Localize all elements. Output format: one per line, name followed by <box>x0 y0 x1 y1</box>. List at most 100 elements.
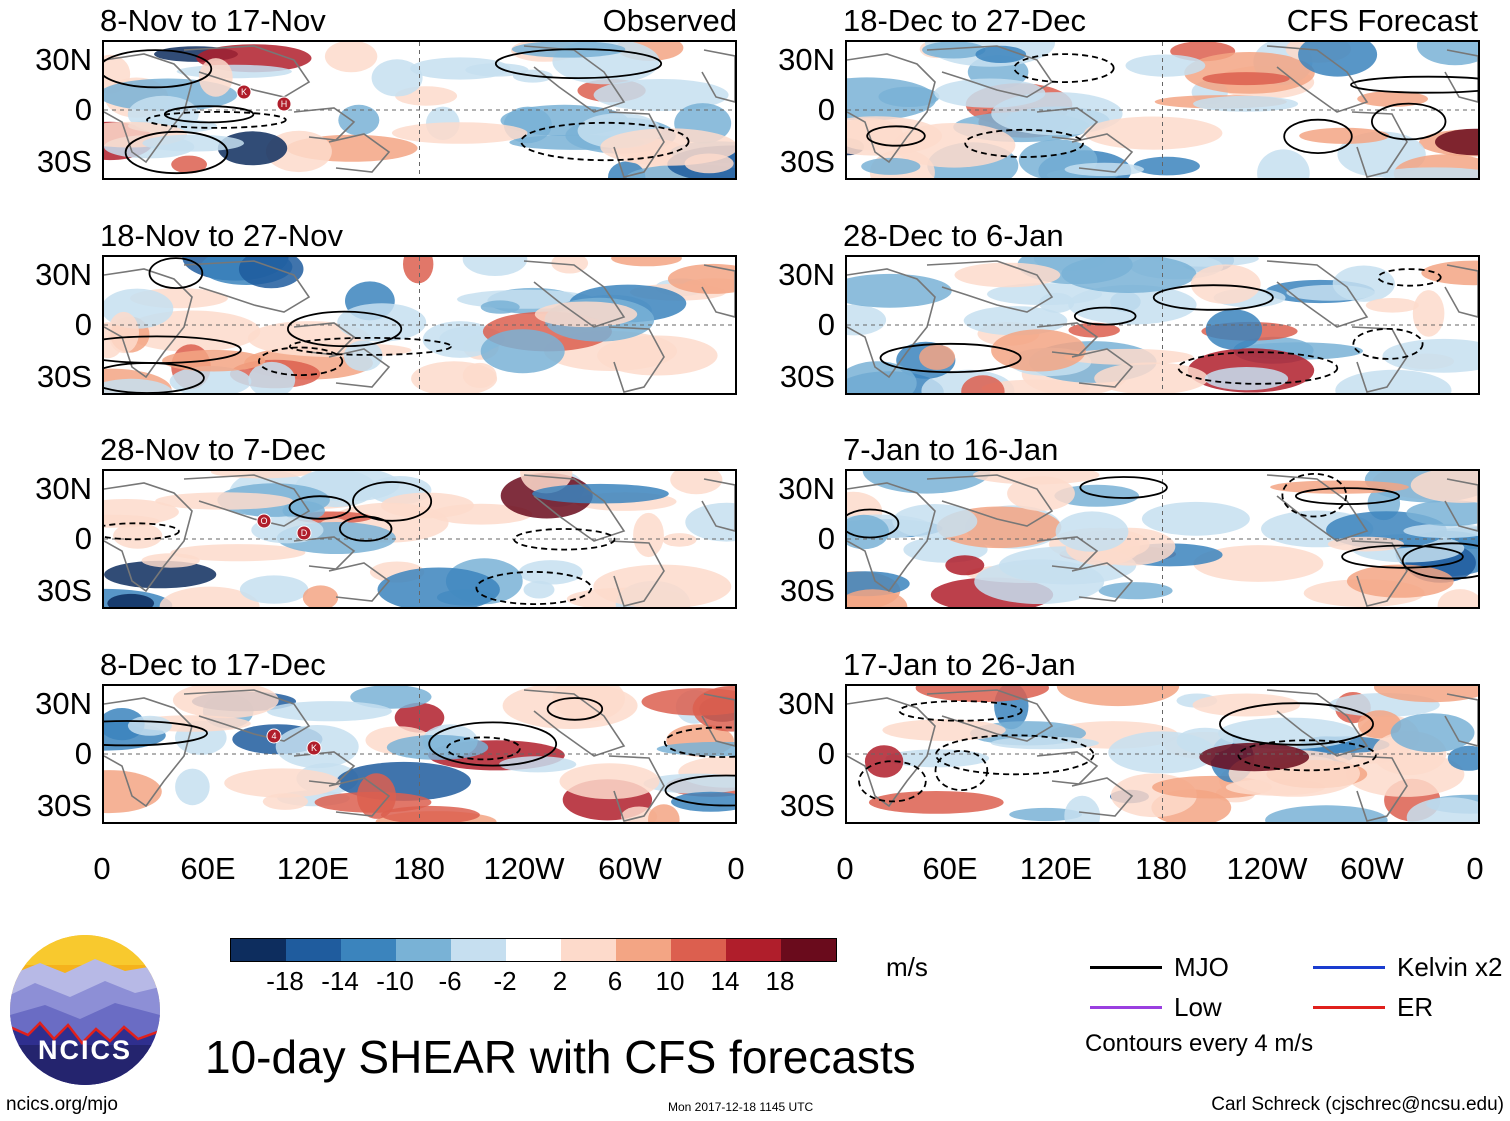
coastline <box>847 482 936 593</box>
shear-blob <box>171 155 207 174</box>
shear-blob <box>1299 127 1390 144</box>
shear-blob <box>314 791 432 813</box>
shear-blob <box>861 157 921 175</box>
coastline <box>523 474 626 542</box>
shear-blob <box>337 303 427 342</box>
lat-label: 0 <box>74 521 92 556</box>
shear-blob <box>648 804 680 822</box>
coastline <box>183 260 311 313</box>
mjo-contour <box>1401 542 1478 580</box>
lat-label: 0 <box>817 521 835 556</box>
coastline <box>328 777 391 817</box>
colorbar-swatch <box>396 939 451 961</box>
mjo-contour <box>847 508 900 539</box>
shear-blob <box>559 763 660 800</box>
storm-marker: K <box>306 740 322 756</box>
coastline <box>183 45 311 98</box>
shear-blob <box>127 715 172 736</box>
lat-label: 30S <box>779 144 835 179</box>
mjo-contour <box>1294 487 1400 506</box>
lat-label: 30N <box>778 471 835 506</box>
shear-blob <box>480 300 520 314</box>
lon-label: 60E <box>180 851 236 886</box>
shear-blob <box>847 589 908 607</box>
footer-url[interactable]: ncics.org/mjo <box>6 1094 118 1115</box>
kelvin-line-icon <box>1313 966 1385 969</box>
coastline <box>1444 478 1478 532</box>
mjo-contour <box>664 774 735 807</box>
units-label: m/s <box>886 952 928 982</box>
mjo-line-icon <box>1090 966 1162 969</box>
shear-blob <box>1098 582 1173 600</box>
coastline <box>847 53 936 164</box>
lat-label: 30S <box>36 144 92 179</box>
coastline <box>1036 322 1099 356</box>
lat-label: 30N <box>778 257 835 292</box>
lon-label: 180 <box>393 851 445 886</box>
shear-blob <box>954 262 1061 288</box>
coastline <box>926 45 1054 98</box>
shear-blob <box>380 492 474 519</box>
shear-blob <box>499 756 577 773</box>
coastline <box>1444 264 1478 318</box>
mjo-contour <box>858 760 927 803</box>
legend-label: Kelvin x2 <box>1397 952 1503 982</box>
shear-blob <box>1410 471 1478 503</box>
shear-blob <box>1406 797 1478 822</box>
lon-label: 120E <box>276 851 350 886</box>
shear-blob <box>1125 54 1206 77</box>
colorbar-label: 18 <box>765 966 795 996</box>
coastline <box>1071 777 1134 817</box>
svg-text:4: 4 <box>271 731 276 741</box>
lon-label: 120E <box>1019 851 1093 886</box>
shear-blob <box>656 741 735 757</box>
mjo-contour <box>1218 702 1374 746</box>
shear-blob <box>107 593 155 607</box>
mjo-contour <box>104 522 180 541</box>
coastline <box>701 49 735 103</box>
mjo-contour <box>1281 473 1348 518</box>
lat-label: 0 <box>74 92 92 127</box>
colorbar-label: 14 <box>710 966 740 996</box>
shear-blob <box>991 329 1086 372</box>
mjo-contour <box>1350 75 1478 94</box>
shear-blob <box>142 134 244 152</box>
mjo-contour <box>1079 476 1168 499</box>
shear-blob <box>1056 686 1180 707</box>
mjo-contour <box>287 310 403 348</box>
shear-blob <box>1009 807 1082 822</box>
contour-note: Contours every 4 m/s <box>1085 1030 1314 1057</box>
lon-label: 120W <box>1226 851 1308 886</box>
logo-text: NCICS <box>37 1035 132 1065</box>
coastline <box>1444 693 1478 747</box>
colorbar-swatch <box>451 939 506 961</box>
colorbar-swatch <box>286 939 341 961</box>
shear-blob <box>882 719 1006 741</box>
shear-blob <box>108 311 139 354</box>
observed-tag: Observed <box>602 3 737 38</box>
shear-blob <box>1257 149 1310 178</box>
shear-blob <box>282 501 325 521</box>
coastline <box>293 107 356 141</box>
shear-blob <box>1421 260 1478 286</box>
shear-blob <box>175 768 210 806</box>
coastline <box>183 474 311 527</box>
colorbar-swatch <box>231 939 286 961</box>
shear-blob <box>671 791 735 812</box>
shear-blob <box>670 471 723 495</box>
shear-blob <box>990 736 1099 750</box>
shear-blob <box>1133 156 1200 176</box>
shear-blob <box>155 492 293 510</box>
shear-blob <box>1447 745 1478 771</box>
footer-timestamp: Mon 2017-12-18 1145 UTC <box>668 1100 814 1114</box>
lon-label: 180 <box>1135 851 1187 886</box>
svg-text:K: K <box>241 87 247 97</box>
shear-blob <box>266 701 392 722</box>
shear-blob <box>847 514 889 550</box>
colorbar-label: 6 <box>607 966 623 996</box>
shear-blob <box>159 586 260 607</box>
mjo-contour <box>964 128 1084 158</box>
shear-blob <box>685 502 735 542</box>
storm-marker: H <box>276 96 292 112</box>
